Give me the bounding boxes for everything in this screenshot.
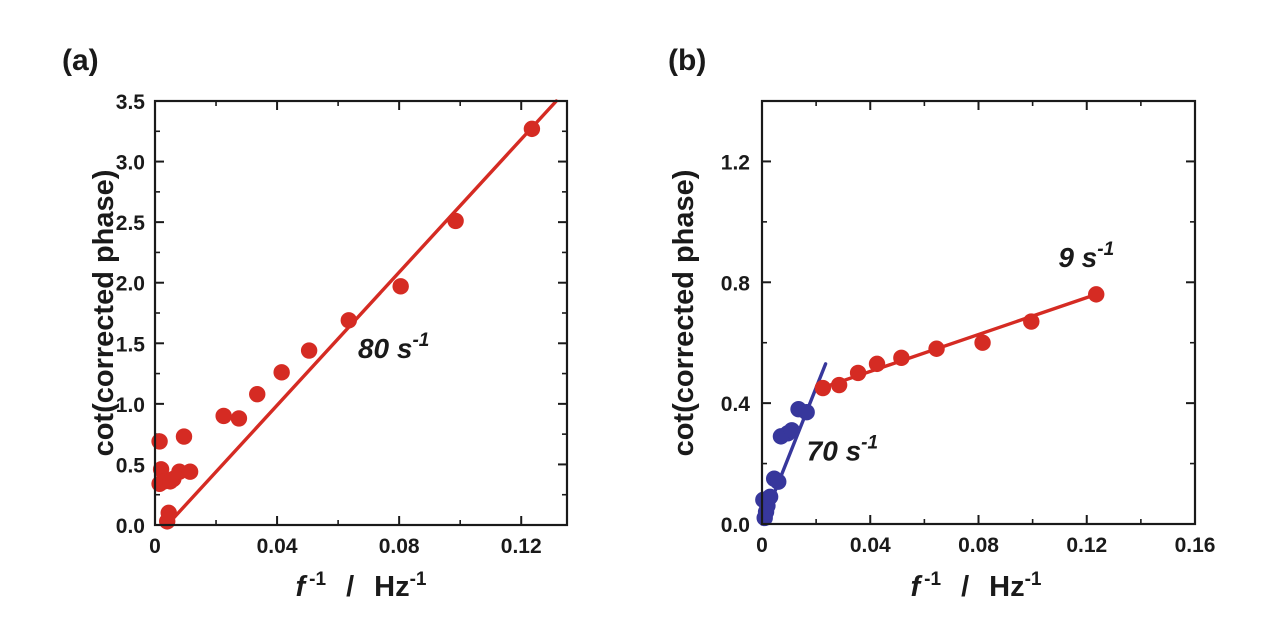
panel-b-red-rate-value: 9 s	[1058, 242, 1097, 273]
panel-b-red-rate-annotation: 9 s-1	[1058, 239, 1114, 273]
x-tick-label: 0.12	[501, 535, 542, 558]
fit-line	[165, 99, 559, 527]
panel-b-x-axis-sep: /	[961, 571, 969, 603]
panel-b: (b) 0 0.04 0.08 0.12 0.16 0.0 0.4 0.8 1.2 cot(co…	[668, 44, 1215, 603]
y-tick-label: 0.8	[721, 272, 751, 295]
x-tick-label: 0.08	[379, 535, 420, 558]
data-point	[761, 488, 779, 506]
data-point	[249, 385, 266, 403]
panel-a-label: (a)	[62, 44, 99, 77]
panel-a-x-axis-sep: /	[346, 571, 354, 603]
y-tick-label: 0.4	[721, 393, 751, 416]
data-point	[160, 504, 177, 522]
y-tick-label: 0.0	[721, 514, 750, 537]
panel-a-x-axis-var: f	[296, 571, 309, 603]
data-point	[300, 342, 318, 359]
x-tick-label: 0	[149, 535, 161, 558]
x-tick-label: 0	[756, 534, 768, 557]
panel-a-rate-annotation: 80 s-1	[358, 330, 429, 364]
data-point	[798, 404, 815, 421]
x-tick-label: 0.04	[850, 534, 891, 557]
panel-b-red-rate-exp: -1	[1097, 239, 1114, 260]
data-point	[928, 340, 945, 357]
panel-b-x-axis-unit-exp: -1	[1025, 569, 1042, 590]
panel-b-blue-rate-annotation: 70 s-1	[807, 433, 878, 467]
data-point	[770, 473, 787, 490]
panel-b-label: (b)	[668, 44, 706, 77]
panel-b-x-axis-var: f	[911, 571, 924, 603]
panel-a-x-axis-var-exp: -1	[309, 569, 326, 590]
panel-a-y-axis-title: cot(corrected phase)	[88, 170, 120, 457]
panel-b-blue-rate-exp: -1	[861, 433, 878, 454]
panel-b-blue-rate-value: 70 s	[807, 436, 862, 467]
panel-a-rate-value: 80 s	[358, 333, 413, 364]
data-point	[893, 349, 910, 367]
data-point	[830, 376, 848, 394]
panel-b-x-axis-var-exp: -1	[924, 569, 941, 590]
panel-b-x-axis-title: f -1/Hz-1	[911, 569, 1042, 603]
y-tick-label: 3.0	[116, 152, 145, 175]
data-point	[849, 364, 867, 382]
y-tick-label: 1.2	[721, 151, 750, 174]
data-point	[447, 212, 464, 230]
panel-a-plot-frame	[153, 99, 569, 527]
x-tick-label: 0.04	[257, 535, 298, 558]
data-point	[273, 364, 290, 381]
data-point	[230, 410, 248, 427]
panel-b-tick-labels: 0 0.04 0.08 0.12 0.16 0.0 0.4 0.8 1.2	[721, 151, 1216, 557]
y-tick-label: 2.5	[116, 212, 146, 235]
data-point	[340, 312, 357, 329]
panel-a-tick-labels: 0 0.04 0.08 0.12 0.0 0.5 1.0 1.5 2.0 2.5 3.0 3.5	[116, 91, 542, 558]
y-tick-label: 1.0	[116, 394, 145, 417]
data-point	[1023, 313, 1040, 330]
fit-line	[819, 292, 1098, 390]
panel-a-rate-exp: -1	[412, 330, 429, 351]
panel-a-x-axis-title: f -1/Hz-1	[296, 569, 427, 603]
data-point	[181, 463, 199, 480]
x-tick-label: 0.08	[958, 534, 999, 557]
panel-b-y-axis-title: cot(corrected phase)	[668, 170, 700, 457]
y-tick-label: 3.5	[116, 91, 146, 114]
data-point	[215, 407, 232, 425]
y-tick-label: 0.0	[116, 515, 145, 538]
panel-a-x-axis-unit: Hz	[374, 571, 409, 603]
data-point	[783, 422, 800, 439]
y-tick-label: 0.5	[116, 454, 146, 477]
panel-b-plot-frame	[760, 99, 1197, 526]
data-point	[392, 278, 409, 295]
data-point	[974, 334, 991, 351]
panel-a-fit-lines	[165, 99, 559, 527]
data-point	[868, 355, 886, 373]
x-tick-label: 0.16	[1175, 534, 1216, 557]
panel-b-points	[755, 286, 1105, 527]
x-tick-label: 0.12	[1066, 534, 1107, 557]
data-point	[1088, 286, 1105, 303]
data-point	[814, 379, 832, 397]
data-point	[151, 433, 168, 450]
panel-a: (a) 0 0.04 0.08 0.12 0.0 0.5 1.0 1.5 2.0 2.5 3.0 3.…	[62, 44, 569, 603]
data-point	[523, 120, 541, 138]
y-tick-label: 2.0	[116, 273, 145, 296]
y-tick-label: 1.5	[116, 333, 146, 356]
panel-a-x-axis-unit-exp: -1	[410, 569, 427, 590]
data-point	[175, 428, 193, 445]
panel-b-x-axis-unit: Hz	[989, 571, 1024, 603]
